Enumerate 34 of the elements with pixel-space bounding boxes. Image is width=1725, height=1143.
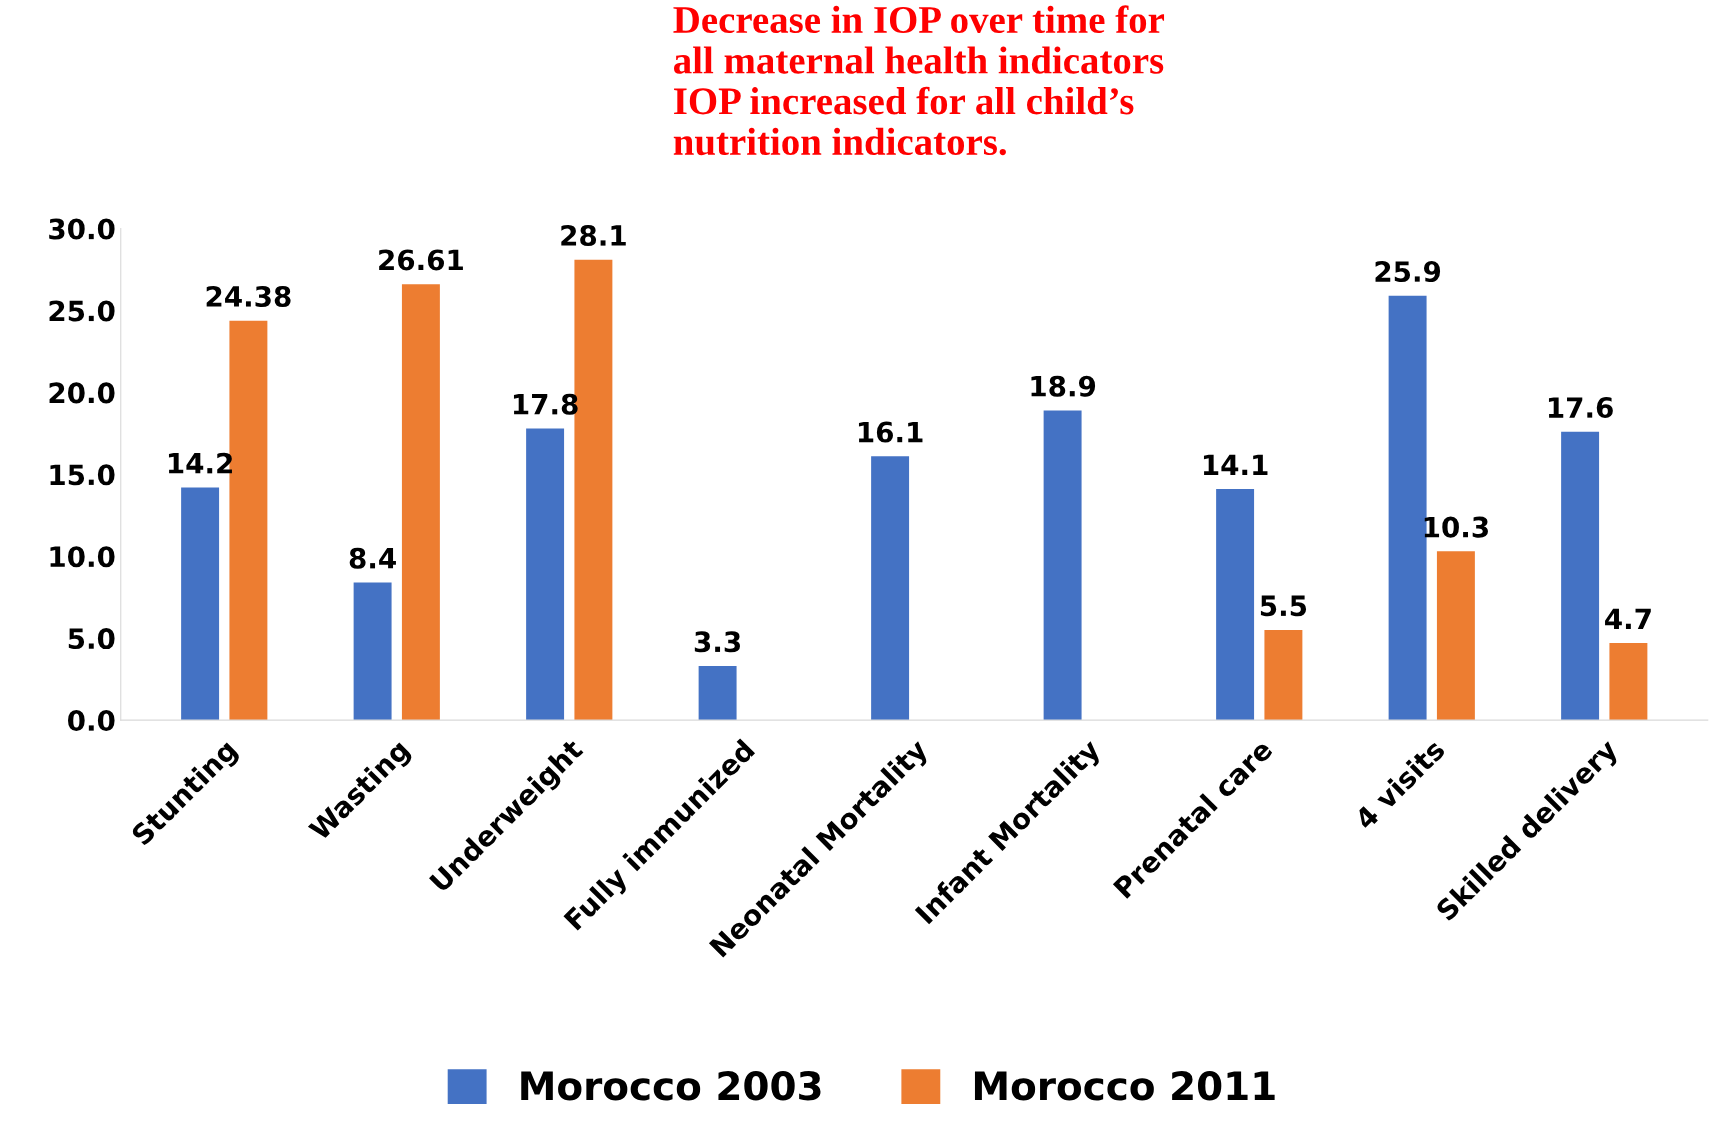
bar (1043, 410, 1082, 721)
bar (353, 582, 392, 721)
legend-label: Morocco 2003 (521, 1071, 821, 1101)
y-tick-label: 0.0 (68, 710, 115, 732)
data-label: 26.61 (379, 249, 463, 271)
data-label: 8.4 (349, 547, 396, 569)
bar (1561, 431, 1600, 721)
data-label: 5.5 (1260, 595, 1307, 617)
data-label: 18.9 (1031, 375, 1096, 397)
bar (1609, 643, 1648, 721)
bar (1436, 551, 1475, 721)
y-tick-label: 30.0 (49, 218, 115, 240)
legend-label: Morocco 2011 (974, 1071, 1275, 1101)
y-tick-label: 10.0 (50, 546, 115, 568)
data-label: 14.1 (1203, 454, 1268, 475)
data-label: 17.6 (1548, 397, 1613, 419)
data-label: 28.1 (561, 225, 626, 247)
bar (871, 456, 910, 721)
y-tick-label: 5.0 (68, 628, 115, 650)
data-label: 25.9 (1375, 261, 1441, 283)
data-label: 16.1 (858, 421, 923, 443)
y-tick-label: 20.0 (49, 382, 115, 404)
y-tick-label: 25.0 (49, 300, 115, 322)
bar (181, 487, 220, 721)
bar (401, 284, 440, 721)
data-label: 24.38 (206, 285, 291, 307)
bar (1264, 629, 1303, 721)
y-tick-label: 15.0 (50, 464, 115, 486)
data-label: 3.3 (694, 631, 740, 653)
text: Decrease in IOP over time for all maternal health indicators IOP increased for all child’s nutrition indicators. (673, 5, 1165, 156)
bar (698, 666, 737, 721)
data-label: 4.7 (1605, 608, 1651, 629)
bar (1216, 489, 1255, 721)
bar (526, 428, 565, 721)
